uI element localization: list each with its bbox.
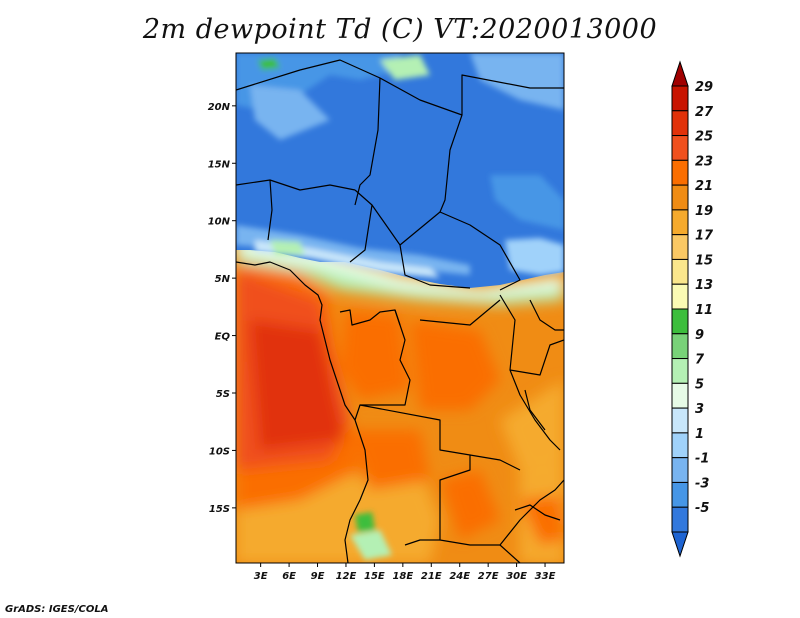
colorbar-label: 25 [695,130,713,145]
lat-label: 15N [208,159,231,170]
colorbar-label: 11 [695,303,713,318]
colorbar-label: 17 [695,229,714,244]
colorbar-label: 1 [695,427,704,442]
lat-label: 5N [215,274,231,285]
lon-label: 18E [392,571,413,582]
lat-label: 10S [209,446,230,457]
colorbar-segment [671,283,689,310]
colorbar-label: 13 [695,278,713,293]
chart-title: 2m dewpoint Td (C) VT:2020013000 [142,14,658,45]
colorbar-segment [671,407,689,434]
lon-label: 6E [282,571,296,582]
colorbar-label: 19 [695,204,713,219]
colorbar-label: 7 [695,353,705,368]
colorbar-segment [671,234,689,260]
country-borders [236,59,564,563]
colorbar-segment [671,358,689,384]
colorbar-segment [671,432,689,459]
lon-label: 30E [506,571,527,582]
lon-label: 12E [336,571,357,582]
color-legend: 29 27 25 23 21 19 17 15 13 11 9 7 5 3 1 -1 -3 -5 [671,60,714,558]
colorbar-segment [671,308,689,335]
lat-label: 5S [216,389,230,400]
colorbar-segment [671,110,689,137]
colorbar-label: -1 [695,452,709,467]
colorbar-bottom-arrow [671,531,689,558]
colorbar-label: 23 [695,154,713,169]
colorbar-label: -3 [695,476,709,491]
lat-label: 15S [209,504,230,515]
colorbar-segment [671,481,689,508]
lon-label: 15E [364,571,385,582]
colorbar-label: 21 [695,179,713,194]
lat-label: 10N [208,217,231,228]
colorbar-label: 15 [695,253,713,268]
colorbar-segment [671,209,689,236]
colorbar-label: 27 [695,105,714,120]
latitude-axis: 20N 15N 10N 5N EQ 5S 10S 15S [208,102,236,515]
colorbar-segment [671,159,689,186]
map-frame [235,52,565,564]
colorbar-top-arrow [671,60,689,87]
colorbar-label: 29 [695,80,713,95]
lon-label: 9E [311,571,325,582]
lat-label: EQ [215,332,231,343]
lon-label: 21E [421,571,442,582]
grads-credit: GrADS: IGES/COLA [5,604,109,615]
colorbar-segment [671,382,689,409]
lat-label: 20N [208,102,231,113]
colorbar-segment [671,258,689,285]
colorbar-segment [671,333,689,360]
dewpoint-field [236,53,564,563]
colorbar-segment [671,457,689,483]
colorbar-label: -5 [695,501,709,516]
colorbar-label: 3 [695,402,704,417]
colorbar-segment [671,506,689,533]
colorbar-segment [671,184,689,211]
longitude-axis: 3E 6E 9E 12E 15E 18E 21E 24E 27E 30E 33E [254,563,556,582]
lon-label: 24E [449,571,470,582]
colorbar-label: 5 [695,377,704,392]
colorbar-segment [671,85,689,112]
lon-label: 3E [254,571,268,582]
lon-label: 33E [535,571,556,582]
lon-label: 27E [478,571,499,582]
colorbar-segment [671,135,689,161]
colorbar-label: 9 [695,328,704,343]
